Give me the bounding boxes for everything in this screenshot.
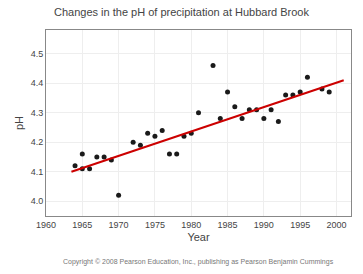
svg-text:4.0: 4.0 [31,196,44,206]
svg-text:pH: pH [13,116,25,130]
svg-text:1995: 1995 [290,220,310,230]
svg-text:1980: 1980 [181,220,201,230]
svg-text:Changes in the pH of precipita: Changes in the pH of precipitation at Hu… [54,6,309,18]
svg-text:1970: 1970 [109,220,129,230]
svg-text:1975: 1975 [145,220,165,230]
svg-text:4.4: 4.4 [31,78,44,88]
svg-text:1960: 1960 [36,220,56,230]
svg-text:4.3: 4.3 [31,108,44,118]
svg-text:Year: Year [187,231,210,243]
svg-text:1965: 1965 [72,220,92,230]
svg-text:2000: 2000 [326,220,346,230]
svg-text:4.1: 4.1 [31,167,44,177]
svg-text:1990: 1990 [254,220,274,230]
svg-text:Copyright © 2008 Pearson Educa: Copyright © 2008 Pearson Education, Inc.… [63,258,334,266]
svg-text:1985: 1985 [218,220,238,230]
svg-text:4.5: 4.5 [31,49,44,59]
svg-text:4.2: 4.2 [31,137,44,147]
